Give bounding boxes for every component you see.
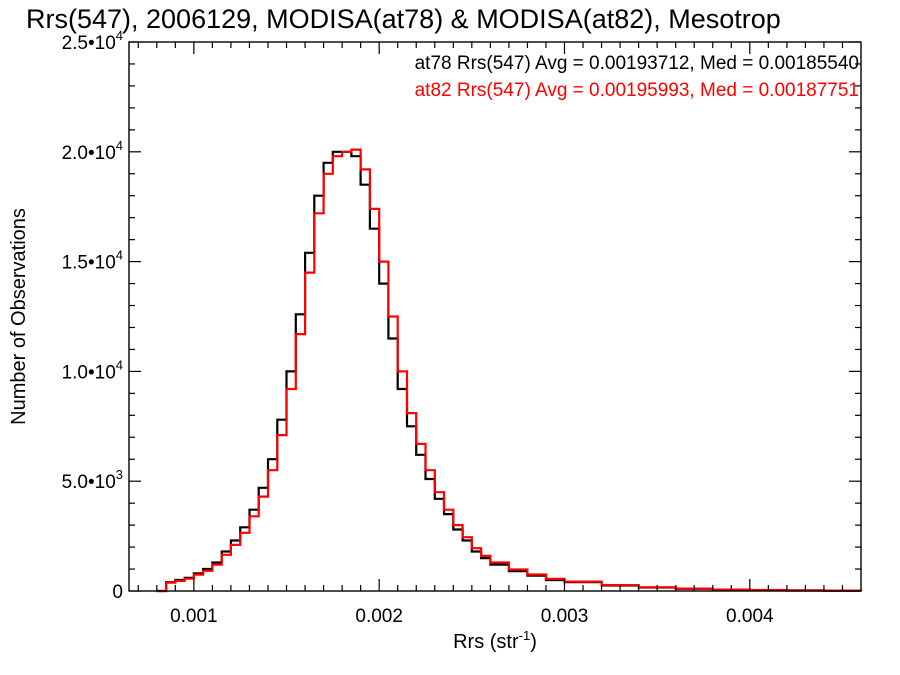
x-tick-label: 0.004 [726,606,774,627]
series-line-at78 [156,150,863,593]
y-tick-label: 0 [112,582,123,603]
x-tick-label: 0.003 [541,606,589,627]
x-axis-label-text: Rrs (str [453,631,519,653]
y-axis-label: Number of Observations [8,208,30,425]
y-tick-exponent: 4 [116,357,123,372]
legend-entry-at82: at82 Rrs(547) Avg = 0.00195993, Med = 0.… [415,80,859,101]
y-tick-mantissa: 2.5•10 [62,33,116,54]
legend: at78 Rrs(547) Avg = 0.00193712, Med = 0.… [415,53,859,101]
x-tick-label: 0.001 [170,606,218,627]
y-tick-mantissa: 1.5•10 [62,253,116,274]
x-tick-label: 0.002 [355,606,403,627]
plot-frame [128,41,862,592]
legend-entry-at78: at78 Rrs(547) Avg = 0.00193712, Med = 0.… [415,53,859,74]
series-layer [156,148,863,593]
x-axis-label-end: ) [530,631,537,653]
chart-title: Rrs(547), 2006129, MODISA(at78) & MODISA… [26,4,781,34]
series-line-at82 [156,148,863,593]
y-tick-mantissa: 5.0•10 [62,472,116,493]
y-tick-exponent: 4 [116,28,123,43]
y-tick-label: 2.5•104 [62,28,123,54]
y-tick-label: 1.0•104 [62,357,123,383]
x-axis-label: Rrs (str-1) [453,628,537,653]
y-tick-mantissa: 1.0•10 [62,362,116,383]
y-tick-exponent: 4 [116,248,123,263]
y-tick-label: 1.5•104 [62,248,123,274]
x-axis: 0.001 0.002 0.003 0.004 [137,42,844,627]
x-axis-label-superscript: -1 [519,628,531,643]
y-tick-mantissa: 0 [112,582,123,603]
y-tick-mantissa: 2.0•10 [62,143,116,164]
y-tick-label: 5.0•103 [62,467,123,493]
y-tick-exponent: 4 [116,138,123,153]
y-tick-exponent: 3 [116,467,123,482]
y-tick-label: 2.0•104 [62,138,123,164]
